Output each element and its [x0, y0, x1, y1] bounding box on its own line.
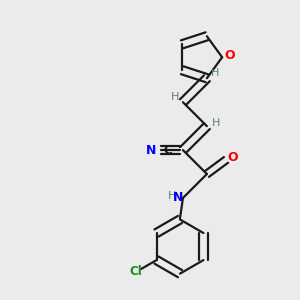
Text: C: C [163, 144, 172, 157]
Text: H: H [211, 68, 219, 78]
Text: O: O [224, 49, 235, 62]
Text: Cl: Cl [130, 265, 142, 278]
Text: N: N [146, 144, 157, 157]
Text: H: H [170, 92, 179, 102]
Text: O: O [227, 151, 238, 164]
Text: H: H [212, 118, 220, 128]
Text: N: N [173, 190, 184, 204]
Text: H: H [168, 191, 176, 202]
